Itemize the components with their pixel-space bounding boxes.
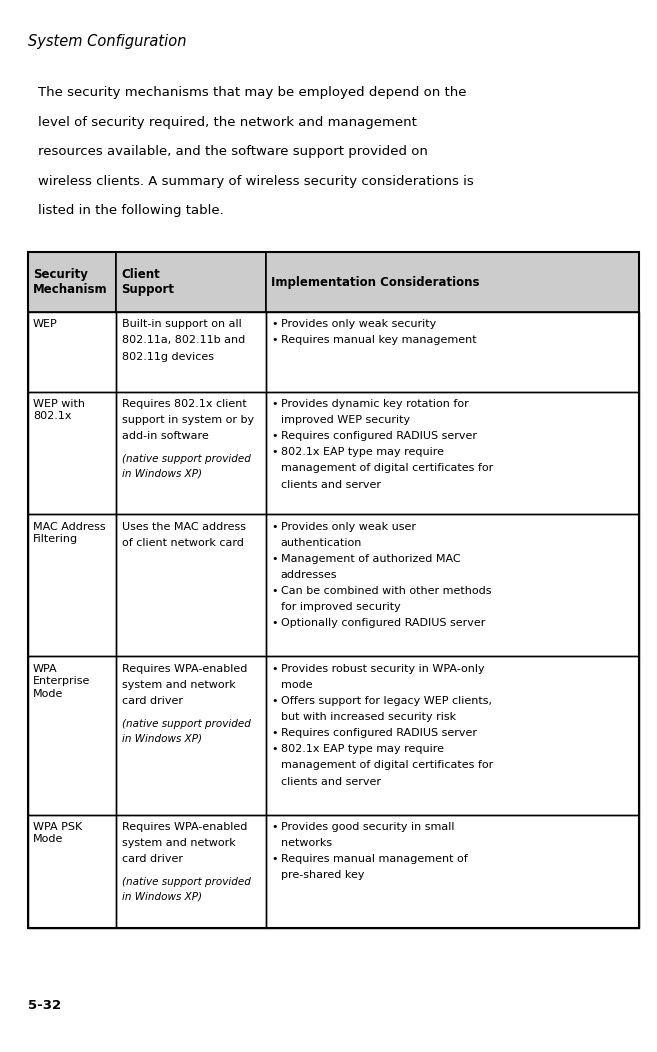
Text: clients and server: clients and server [281, 480, 380, 489]
Text: •: • [271, 431, 278, 441]
Text: support in system or by: support in system or by [122, 416, 254, 425]
Text: Provides dynamic key rotation for: Provides dynamic key rotation for [281, 399, 468, 409]
Text: Management of authorized MAC: Management of authorized MAC [281, 554, 460, 564]
Bar [28, 391, 116, 514]
Text: Requires WPA-enabled: Requires WPA-enabled [122, 822, 247, 832]
Text: level of security required, the network and management: level of security required, the network … [38, 116, 417, 128]
Bar [116, 656, 266, 814]
Text: Built-in support on all: Built-in support on all [122, 320, 241, 329]
Bar [266, 656, 639, 814]
Text: Provides only weak user: Provides only weak user [281, 522, 415, 531]
Text: improved WEP security: improved WEP security [281, 416, 410, 425]
Text: The security mechanisms that may be employed depend on the: The security mechanisms that may be empl… [38, 86, 466, 99]
Text: system and network: system and network [122, 680, 235, 690]
Bar [116, 312, 266, 391]
Text: Implementation Considerations: Implementation Considerations [271, 276, 480, 288]
Text: Provides good security in small: Provides good security in small [281, 822, 454, 832]
Text: WEP: WEP [33, 320, 58, 329]
Text: Offers support for legacy WEP clients,: Offers support for legacy WEP clients, [281, 696, 491, 706]
Bar [266, 391, 639, 514]
Text: •: • [271, 447, 278, 458]
Text: Uses the MAC address: Uses the MAC address [122, 522, 246, 531]
Text: (native support provided: (native support provided [122, 453, 250, 464]
Text: Requires manual key management: Requires manual key management [281, 336, 476, 345]
Text: •: • [271, 728, 278, 739]
Bar [266, 312, 639, 391]
Text: •: • [271, 854, 278, 865]
Text: for improved security: for improved security [281, 603, 400, 612]
Bar [116, 814, 266, 928]
Text: (native support provided: (native support provided [122, 719, 250, 728]
Bar [28, 514, 116, 656]
Text: networks: networks [281, 838, 332, 848]
Text: •: • [271, 320, 278, 329]
Text: clients and server: clients and server [281, 776, 380, 787]
Bar [28, 252, 116, 312]
Bar [28, 656, 116, 814]
Bar [116, 514, 266, 656]
Text: 802.1x EAP type may require: 802.1x EAP type may require [281, 744, 443, 754]
Text: •: • [271, 399, 278, 409]
Text: Security
Mechanism: Security Mechanism [33, 268, 108, 297]
Text: Client
Support: Client Support [122, 268, 175, 297]
Bar [266, 252, 639, 312]
Text: 802.11a, 802.11b and: 802.11a, 802.11b and [122, 336, 245, 345]
Text: Provides robust security in WPA-only: Provides robust security in WPA-only [281, 664, 484, 673]
Text: management of digital certificates for: management of digital certificates for [281, 463, 493, 473]
Text: Requires configured RADIUS server: Requires configured RADIUS server [281, 431, 476, 441]
Text: •: • [271, 619, 278, 628]
Text: Requires 802.1x client: Requires 802.1x client [122, 399, 246, 409]
Text: •: • [271, 664, 278, 673]
Bar [266, 814, 639, 928]
Text: 802.1x EAP type may require: 802.1x EAP type may require [281, 447, 443, 458]
Text: •: • [271, 554, 278, 564]
Text: card driver: card driver [122, 854, 183, 865]
Text: (native support provided: (native support provided [122, 876, 250, 887]
Text: Can be combined with other methods: Can be combined with other methods [281, 586, 491, 596]
Text: WEP with
802.1x: WEP with 802.1x [33, 399, 85, 422]
Bar [28, 252, 639, 928]
Text: •: • [271, 744, 278, 754]
Text: in Windows XP): in Windows XP) [122, 733, 202, 744]
Bar [28, 312, 116, 391]
Text: add-in software: add-in software [122, 431, 208, 441]
Text: WPA
Enterprise
Mode: WPA Enterprise Mode [33, 664, 90, 699]
Text: Optionally configured RADIUS server: Optionally configured RADIUS server [281, 619, 485, 628]
Bar [266, 514, 639, 656]
Text: Provides only weak security: Provides only weak security [281, 320, 436, 329]
Text: 5-32: 5-32 [28, 999, 61, 1012]
Text: in Windows XP): in Windows XP) [122, 468, 202, 479]
Text: system and network: system and network [122, 838, 235, 848]
Text: WPA PSK
Mode: WPA PSK Mode [33, 822, 82, 845]
Bar [28, 814, 116, 928]
Text: addresses: addresses [281, 570, 337, 580]
Text: Requires configured RADIUS server: Requires configured RADIUS server [281, 728, 476, 739]
Text: listed in the following table.: listed in the following table. [38, 204, 224, 217]
Text: MAC Address
Filtering: MAC Address Filtering [33, 522, 106, 544]
Text: but with increased security risk: but with increased security risk [281, 712, 456, 722]
Text: Requires WPA-enabled: Requires WPA-enabled [122, 664, 247, 673]
Text: resources available, and the software support provided on: resources available, and the software su… [38, 145, 428, 158]
Text: Requires manual management of: Requires manual management of [281, 854, 467, 865]
Bar [116, 391, 266, 514]
Text: pre-shared key: pre-shared key [281, 870, 364, 881]
Text: management of digital certificates for: management of digital certificates for [281, 761, 493, 770]
Bar [116, 252, 266, 312]
Text: wireless clients. A summary of wireless security considerations is: wireless clients. A summary of wireless … [38, 175, 474, 187]
Text: •: • [271, 696, 278, 706]
Text: •: • [271, 336, 278, 345]
Text: System Configuration: System Configuration [28, 34, 187, 48]
Text: •: • [271, 522, 278, 531]
Text: of client network card: of client network card [122, 538, 244, 548]
Text: mode: mode [281, 680, 312, 690]
Text: •: • [271, 822, 278, 832]
Text: 802.11g devices: 802.11g devices [122, 351, 214, 362]
Text: in Windows XP): in Windows XP) [122, 892, 202, 902]
Text: •: • [271, 586, 278, 596]
Text: card driver: card driver [122, 696, 183, 706]
Text: authentication: authentication [281, 538, 362, 548]
